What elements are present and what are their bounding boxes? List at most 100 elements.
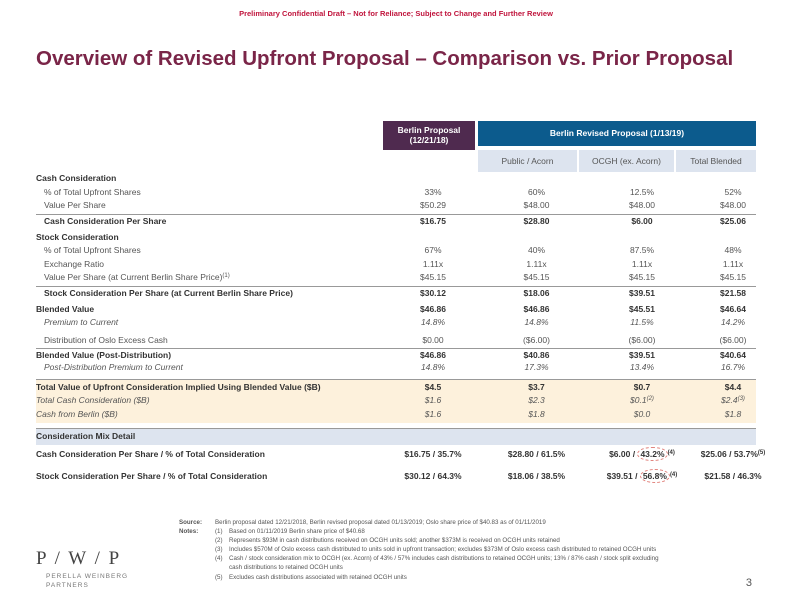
footnote-number: (2) xyxy=(215,537,223,545)
cell: 12.5% xyxy=(629,186,655,197)
cell: 14.2% xyxy=(720,317,746,327)
row-label: Stock Consideration Per Share (at Curren… xyxy=(44,287,293,298)
page-title: Overview of Revised Upfront Proposal – C… xyxy=(36,47,734,70)
cell-value: $39.51 / xyxy=(606,471,638,481)
table-row: Stock Consideration Per Share / % of Tot… xyxy=(36,469,762,483)
cell: $45.15 xyxy=(420,272,446,282)
footnote-text: Includes $570M of Oslo excess cash distr… xyxy=(229,546,657,554)
highlighted-percent: 56.8% xyxy=(639,469,670,483)
cell: $46.86 xyxy=(523,303,550,314)
row-label: Premium to Current xyxy=(44,317,119,327)
cell: $46.64 xyxy=(720,303,746,314)
cell: 13.4% xyxy=(629,362,655,372)
row-label: Total Value of Upfront Consideration Imp… xyxy=(36,381,321,392)
table-row: Cash Consideration Per Share $16.75 $28.… xyxy=(36,213,756,227)
footnotes: Source: Berlin proposal dated 12/21/2018,… xyxy=(179,518,739,582)
footnote-number: (3) xyxy=(215,546,223,554)
cell: 16.7% xyxy=(720,362,746,372)
cell-value: $25.06 / 53.7% xyxy=(700,448,758,459)
cell: $1.8 xyxy=(724,408,742,419)
cell: $45.15 xyxy=(523,272,550,282)
cell: $30.12 xyxy=(420,287,446,298)
cell: $21.58 xyxy=(720,287,746,298)
row-label: Cash Consideration Per Share / % of Tota… xyxy=(36,448,265,459)
cell: $3.7 xyxy=(528,381,545,392)
cell: $18.06 xyxy=(523,287,550,298)
cell: $6.00 / 43.2% (4) xyxy=(591,446,693,461)
cell: $46.86 xyxy=(420,303,446,314)
row-label: % of Total Upfront Shares xyxy=(44,186,141,197)
comparison-table: Cash Consideration % of Total Upfront Sh… xyxy=(36,171,765,483)
footnote-item: Notes: (1) Based on 01/11/2019 Berlin shar… xyxy=(179,527,739,536)
table-row: % of Total Upfront Shares 67% 40% 87.5% … xyxy=(36,245,756,257)
section-heading: Stock Consideration xyxy=(36,231,119,242)
footnote-ref: (2) xyxy=(646,396,654,402)
footnote-ref: (3) xyxy=(737,396,745,402)
total-value-block: Total Value of Upfront Consideration Imp… xyxy=(36,378,756,423)
footnote-number: (1) xyxy=(215,528,223,536)
cell: ($6.00) xyxy=(628,334,656,345)
cell: 14.8% xyxy=(420,317,446,327)
footnote-text: Represents $93M in cash distributions re… xyxy=(229,537,560,545)
cell: $48.00 xyxy=(523,200,550,210)
cell: $1.8 xyxy=(528,408,545,419)
footnote-text: Excludes cash distributions associated w… xyxy=(229,573,407,581)
cell: $50.29 xyxy=(420,200,446,210)
cell: 52% xyxy=(724,186,742,197)
mix-detail-heading-bar: Consideration Mix Detail xyxy=(36,428,756,445)
row-label: Distribution of Oslo Excess Cash xyxy=(44,334,168,345)
row-label: Cash Consideration Per Share xyxy=(44,215,167,226)
cell-value: $2.4 xyxy=(721,395,738,405)
cell: ($6.00) xyxy=(523,334,550,345)
row-label: Post-Distribution Premium to Current xyxy=(44,362,183,372)
cell: $40.64 xyxy=(720,350,746,360)
header-prior-line1: Berlin Proposal xyxy=(397,124,461,135)
footnote-number: (4) xyxy=(215,555,223,563)
logo-line2: PARTNERS xyxy=(46,582,89,589)
row-label-text: Value Per Share (at Current Berlin Share… xyxy=(44,272,223,282)
logo-mark: P / W / P xyxy=(36,548,122,569)
cell: 14.8% xyxy=(524,317,549,327)
table-row: Value Per Share (at Current Berlin Share… xyxy=(36,272,756,284)
cell: $25.06 / 53.7%(5) xyxy=(693,449,773,461)
table-row: Cash Consideration xyxy=(36,173,756,185)
cell: 40% xyxy=(527,245,545,255)
row-label: Value Per Share (at Current Berlin Share… xyxy=(36,272,230,284)
subheader-ocgh: OCGH (ex. Acorn) xyxy=(579,150,674,172)
section-heading: Cash Consideration xyxy=(36,173,117,183)
cell: $48.00 xyxy=(720,200,746,210)
table-row: Cash Consideration Per Share / % of Tota… xyxy=(36,446,765,461)
confidential-banner: Preliminary Confidential Draft – Not for… xyxy=(239,9,553,18)
cell-value: $6.00 / xyxy=(609,448,636,459)
header-prior-line2: (12/21/18) xyxy=(409,134,449,145)
table-row: Cash from Berlin ($B) $1.6 $1.8 $0.0 $1.… xyxy=(36,409,756,421)
cell: ($6.00) xyxy=(719,334,747,345)
page-number: 3 xyxy=(745,577,752,589)
cell: $4.4 xyxy=(724,381,742,392)
cell: $45.15 xyxy=(720,272,746,282)
row-label: Exchange Ratio xyxy=(44,258,105,269)
row-label: Cash from Berlin ($B) xyxy=(36,408,118,419)
table-row: Value Per Share $50.29 $48.00 $48.00 $48… xyxy=(36,200,756,212)
cell: 17.3% xyxy=(524,362,549,372)
cell: $28.80 / 61.5% xyxy=(507,448,566,459)
table-row: % of Total Upfront Shares 33% 60% 12.5% … xyxy=(36,187,756,199)
cell: $48.00 xyxy=(629,200,655,210)
cell: $2.4(3) xyxy=(693,395,773,407)
table-row: Post-Distribution Premium to Current 14.… xyxy=(36,362,756,374)
cell: $16.75 xyxy=(420,215,446,226)
cell: $16.75 / 35.7% xyxy=(404,448,462,459)
table-row: Distribution of Oslo Excess Cash $0.00 (… xyxy=(36,335,756,347)
cell: $18.06 / 38.5% xyxy=(507,471,566,481)
cell: 33% xyxy=(424,186,442,197)
cell-value: $0.1 xyxy=(630,395,647,405)
footnote-item: (3) Includes $570M of Oslo excess cash di… xyxy=(179,545,739,554)
row-label: Stock Consideration Per Share / % of Tot… xyxy=(36,471,268,481)
footnote-text: Based on 01/11/2019 Berlin share price o… xyxy=(229,528,365,536)
header-prior-proposal: Berlin Proposal (12/21/18) xyxy=(383,121,475,150)
notes-label: Notes: xyxy=(179,528,199,536)
cell: 1.11x xyxy=(631,258,653,269)
table-row: Exchange Ratio 1.11x 1.11x 1.11x 1.11x xyxy=(36,259,756,271)
row-label: Blended Value xyxy=(36,303,95,314)
row-label: Value Per Share xyxy=(44,200,106,210)
